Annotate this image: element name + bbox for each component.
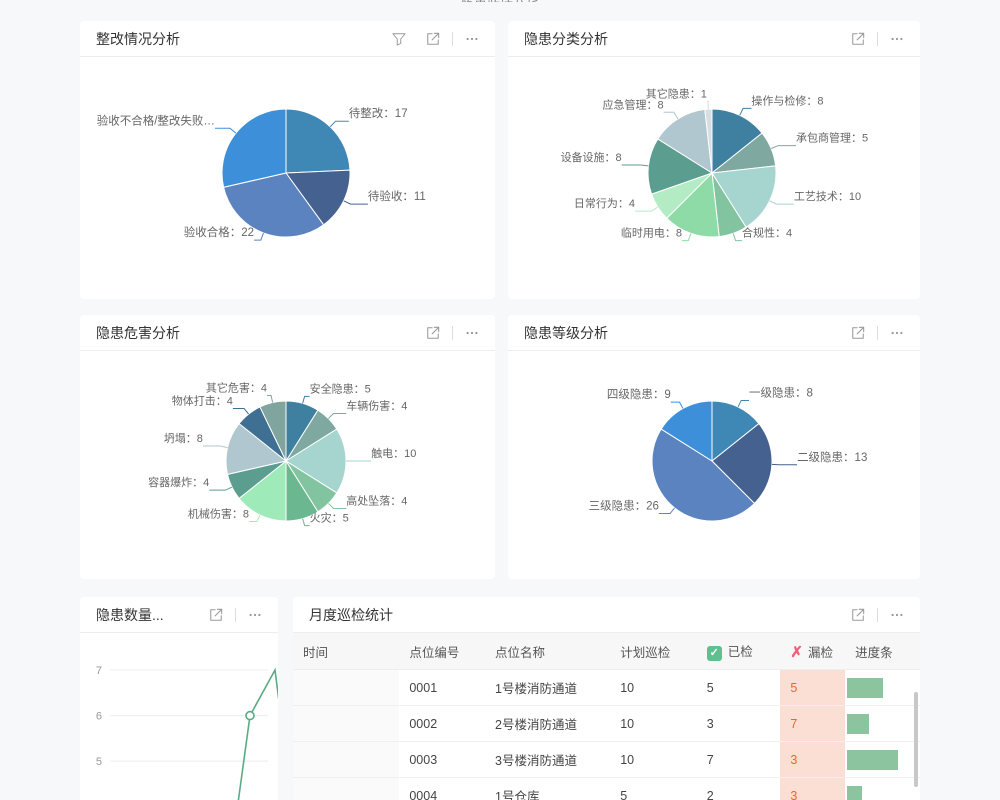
svg-text:5: 5 — [96, 756, 102, 768]
svg-text:车辆伤害：4: 车辆伤害：4 — [346, 398, 407, 412]
svg-text:工艺技术：10: 工艺技术：10 — [794, 190, 861, 203]
svg-text:操作与检修：8: 操作与检修：8 — [751, 93, 823, 107]
svg-text:7: 7 — [96, 665, 102, 677]
svg-text:机械伤害：8: 机械伤害：8 — [188, 507, 249, 521]
svg-text:坍塌：8: 坍塌：8 — [164, 431, 203, 445]
svg-text:一级隐患：8: 一级隐患：8 — [749, 386, 813, 399]
svg-text:合规性：4: 合规性：4 — [742, 226, 792, 240]
svg-text:火灾：5: 火灾：5 — [310, 511, 349, 525]
svg-text:承包商管理：5: 承包商管理：5 — [796, 131, 868, 145]
svg-text:日常行为：4: 日常行为：4 — [574, 197, 635, 210]
svg-text:待整改：17: 待整改：17 — [349, 106, 408, 120]
svg-text:其它隐患：1: 其它隐患：1 — [646, 86, 707, 100]
svg-text:安全隐患：5: 安全隐患：5 — [310, 381, 371, 395]
svg-text:触电：10: 触电：10 — [371, 446, 416, 460]
svg-text:其它危害：4: 其它危害：4 — [206, 380, 267, 394]
svg-text:高处坠落：4: 高处坠落：4 — [346, 494, 407, 508]
svg-text:容器爆炸：4: 容器爆炸：4 — [148, 475, 209, 489]
svg-text:6: 6 — [96, 711, 102, 723]
svg-text:验收合格：22: 验收合格：22 — [184, 225, 254, 239]
svg-text:验收不合格/整改失败…: 验收不合格/整改失败… — [97, 113, 215, 127]
svg-text:临时用电：8: 临时用电：8 — [621, 226, 682, 240]
svg-text:物体打击：4: 物体打击：4 — [172, 393, 233, 407]
svg-text:三级隐患：26: 三级隐患：26 — [589, 500, 659, 513]
svg-text:四级隐患：9: 四级隐患：9 — [607, 388, 671, 401]
svg-text:待验收：11: 待验收：11 — [368, 189, 426, 203]
svg-text:设备设施：8: 设备设施：8 — [561, 150, 622, 164]
svg-text:二级隐患：13: 二级隐患：13 — [797, 451, 867, 464]
